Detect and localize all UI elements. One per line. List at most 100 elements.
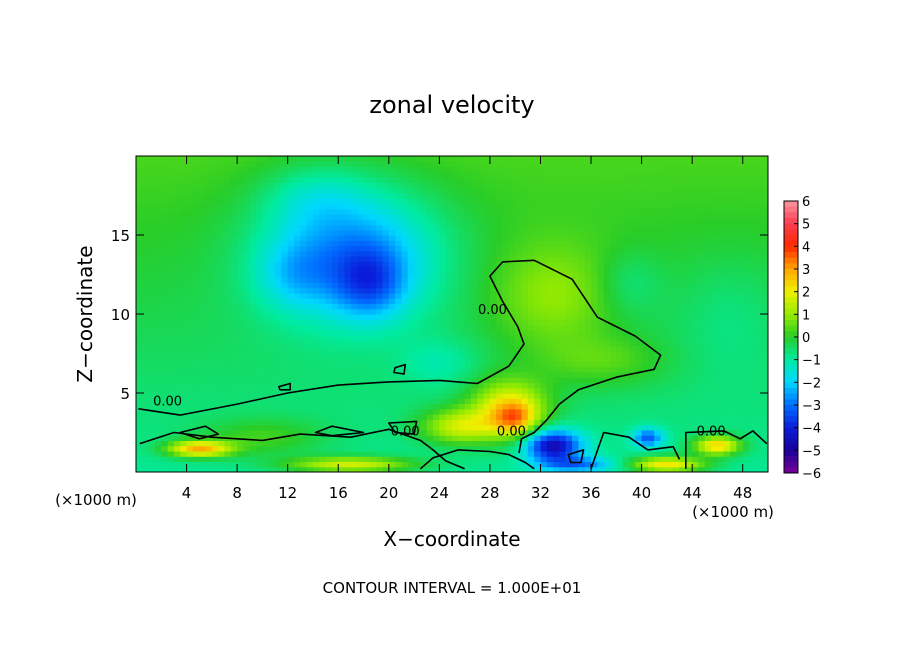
field-cell bbox=[439, 450, 447, 457]
field-cell bbox=[515, 198, 523, 204]
field-cell bbox=[376, 335, 384, 341]
field-cell bbox=[211, 329, 219, 336]
field-cell bbox=[136, 250, 143, 257]
field-cell bbox=[369, 292, 377, 299]
field-cell bbox=[654, 340, 662, 347]
field-cell bbox=[237, 203, 245, 210]
field-cell bbox=[407, 450, 415, 457]
field-cell bbox=[540, 408, 548, 415]
field-cell bbox=[294, 393, 301, 399]
field-cell bbox=[325, 303, 333, 310]
field-cell bbox=[224, 171, 232, 178]
field-cell bbox=[578, 245, 586, 252]
field-cell bbox=[616, 171, 624, 178]
field-cell bbox=[350, 329, 358, 336]
field-cell bbox=[363, 298, 371, 305]
field-cell bbox=[559, 261, 567, 268]
field-cell bbox=[584, 414, 592, 420]
field-cell bbox=[597, 356, 605, 362]
field-cell bbox=[218, 298, 226, 305]
field-cell bbox=[527, 319, 535, 326]
field-cell bbox=[312, 213, 320, 220]
field-cell bbox=[515, 187, 523, 194]
field-cell bbox=[186, 445, 194, 452]
field-cell bbox=[148, 229, 156, 236]
field-cell bbox=[407, 319, 415, 326]
field-cell bbox=[616, 382, 624, 389]
field-cell bbox=[401, 282, 409, 289]
field-cell bbox=[173, 219, 181, 226]
field-cell bbox=[641, 450, 649, 457]
field-cell bbox=[647, 182, 655, 189]
field-cell bbox=[622, 240, 630, 247]
field-cell bbox=[635, 203, 643, 210]
field-cell bbox=[414, 340, 421, 347]
field-cell bbox=[616, 429, 624, 436]
field-cell bbox=[319, 461, 327, 468]
field-cell bbox=[249, 208, 257, 215]
field-cell bbox=[243, 382, 251, 389]
field-cell bbox=[382, 303, 390, 310]
field-cell bbox=[483, 387, 491, 394]
field-cell bbox=[331, 208, 339, 215]
field-cell bbox=[445, 398, 453, 405]
field-cell bbox=[205, 235, 213, 241]
field-cell bbox=[382, 203, 390, 210]
field-cell bbox=[205, 340, 213, 347]
field-cell bbox=[142, 371, 150, 378]
field-cell bbox=[489, 335, 497, 341]
field-cell bbox=[572, 187, 579, 194]
field-cell bbox=[407, 182, 415, 189]
field-cell bbox=[414, 271, 421, 278]
field-cell bbox=[350, 203, 358, 210]
field-cell bbox=[597, 303, 605, 310]
field-cell bbox=[420, 335, 428, 341]
field-cell bbox=[610, 219, 617, 226]
field-cell bbox=[369, 198, 377, 204]
field-cell bbox=[470, 187, 478, 194]
field-cell bbox=[553, 292, 561, 299]
field-cell bbox=[180, 450, 188, 457]
field-cell bbox=[433, 198, 440, 204]
field-cell bbox=[243, 445, 251, 452]
field-cell bbox=[211, 382, 219, 389]
field-cell bbox=[502, 282, 510, 289]
field-cell bbox=[205, 250, 213, 257]
field-cell bbox=[136, 456, 143, 463]
field-cell bbox=[420, 414, 428, 420]
field-cell bbox=[180, 266, 188, 273]
field-cell bbox=[237, 166, 245, 173]
field-cell bbox=[395, 345, 403, 352]
field-cell bbox=[641, 171, 649, 178]
field-cell bbox=[281, 250, 289, 257]
field-cell bbox=[426, 345, 434, 352]
field-cell bbox=[350, 250, 358, 257]
field-cell bbox=[338, 187, 346, 194]
field-cell bbox=[565, 414, 573, 420]
field-cell bbox=[553, 440, 561, 447]
field-cell bbox=[635, 298, 643, 305]
field-cell bbox=[369, 403, 377, 410]
field-cell bbox=[610, 198, 617, 204]
field-cell bbox=[325, 224, 333, 231]
field-cell bbox=[294, 282, 301, 289]
field-cell bbox=[192, 182, 200, 189]
field-cell bbox=[426, 182, 434, 189]
field-cell bbox=[401, 277, 409, 283]
field-cell bbox=[237, 287, 245, 294]
field-cell bbox=[641, 393, 649, 399]
field-cell bbox=[154, 345, 162, 352]
field-cell bbox=[363, 266, 371, 273]
field-cell bbox=[382, 314, 390, 320]
field-cell bbox=[161, 213, 169, 220]
field-cell bbox=[319, 277, 327, 283]
field-cell bbox=[540, 271, 548, 278]
field-cell bbox=[540, 198, 548, 204]
field-cell bbox=[268, 182, 276, 189]
field-cell bbox=[344, 203, 352, 210]
field-cell bbox=[534, 187, 542, 194]
field-cell bbox=[610, 161, 617, 168]
field-cell bbox=[553, 240, 561, 247]
field-cell bbox=[464, 166, 472, 173]
field-cell bbox=[426, 408, 434, 415]
